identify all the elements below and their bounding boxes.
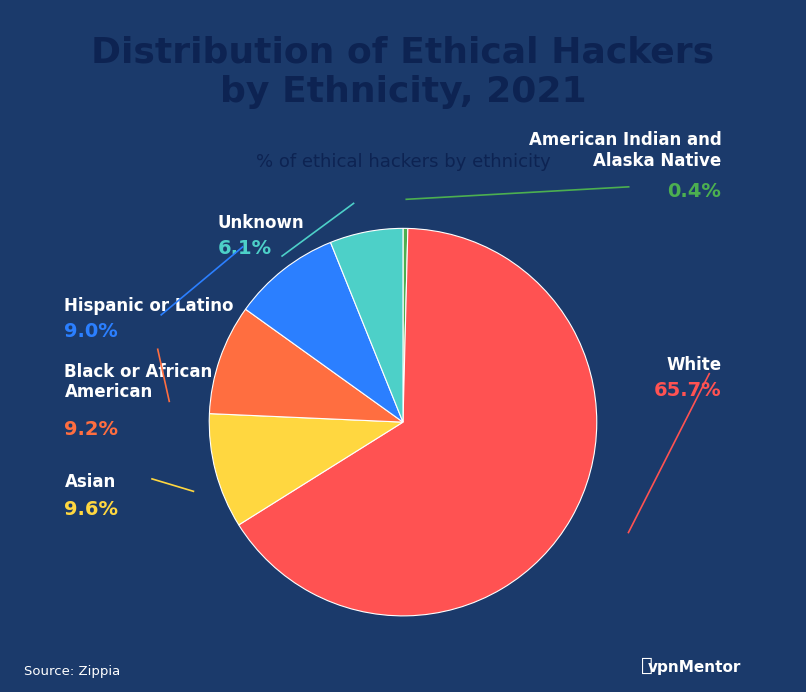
Text: Hispanic or Latino: Hispanic or Latino: [64, 297, 234, 315]
Text: White: White: [667, 356, 721, 374]
Text: Asian: Asian: [64, 473, 116, 491]
Wedge shape: [330, 228, 403, 422]
Text: Distribution of Ethical Hackers
by Ethnicity, 2021: Distribution of Ethical Hackers by Ethni…: [91, 35, 715, 109]
Text: Black or African
American: Black or African American: [64, 363, 213, 401]
Text: Unknown: Unknown: [218, 214, 304, 232]
Text: American Indian and
Alaska Native: American Indian and Alaska Native: [529, 131, 721, 170]
Wedge shape: [210, 414, 403, 525]
Text: 9.0%: 9.0%: [64, 322, 118, 341]
Text: vpnMentor: vpnMentor: [648, 659, 742, 675]
Wedge shape: [239, 228, 596, 616]
Wedge shape: [403, 228, 408, 422]
Text: 0.4%: 0.4%: [667, 182, 721, 201]
Text: Source: Zippia: Source: Zippia: [24, 665, 120, 678]
Text: 9.6%: 9.6%: [64, 500, 118, 519]
Ellipse shape: [0, 174, 806, 292]
Text: 6.1%: 6.1%: [218, 239, 272, 258]
Text: 9.2%: 9.2%: [64, 421, 118, 439]
Text: 65.7%: 65.7%: [654, 381, 721, 400]
Text: ⛨: ⛨: [641, 656, 653, 675]
Wedge shape: [246, 242, 403, 422]
Wedge shape: [210, 309, 403, 422]
Text: % of ethical hackers by ethnicity: % of ethical hackers by ethnicity: [256, 153, 550, 171]
